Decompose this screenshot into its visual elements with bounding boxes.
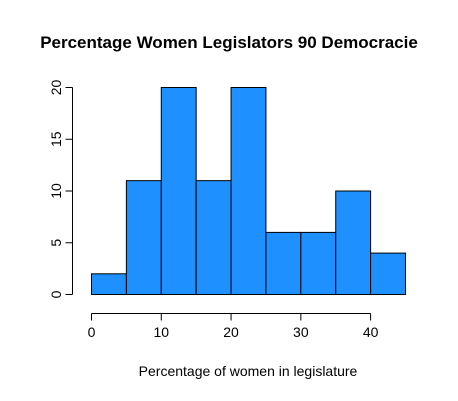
y-tick-label-1: 5 (48, 239, 64, 247)
histogram-bar-1 (125, 180, 162, 295)
chart-title: Percentage Women Legislators 90 Democrac… (40, 33, 418, 52)
x-tick-label-0: 0 (88, 324, 96, 340)
histogram-bar-0 (91, 273, 127, 295)
bars-group (91, 87, 407, 296)
x-tick-label-1: 10 (153, 324, 169, 340)
x-tick-label-2: 20 (223, 324, 239, 340)
histogram-bar-5 (265, 231, 302, 295)
y-tick-label-4: 20 (48, 80, 64, 96)
x-axis-label: Percentage of women in legislature (139, 363, 358, 379)
histogram-bar-8 (370, 252, 407, 296)
x-tick-label-3: 30 (293, 324, 309, 340)
x-axis: 0 10 20 30 40 (88, 313, 379, 340)
histogram-bar-6 (300, 231, 337, 295)
y-tick-label-3: 15 (48, 131, 64, 147)
x-tick-label-4: 40 (363, 324, 379, 340)
y-axis: 0 5 10 15 20 (48, 80, 73, 298)
histogram-bar-3 (195, 180, 232, 295)
histogram-bar-4 (230, 87, 267, 295)
y-tick-label-2: 10 (48, 183, 64, 199)
histogram-bar-7 (335, 190, 372, 295)
y-tick-label-0: 0 (48, 290, 64, 298)
histogram-bar-2 (160, 87, 197, 295)
